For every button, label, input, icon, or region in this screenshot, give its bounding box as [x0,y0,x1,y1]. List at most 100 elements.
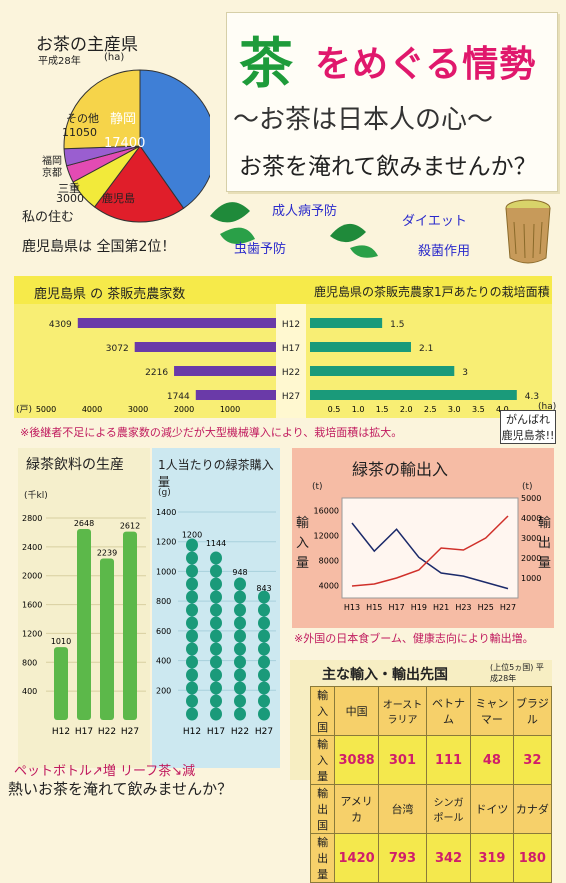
purchase-dot [210,564,222,578]
year-label: H12 [282,320,300,330]
drinks-bar-label: 2239 [97,548,117,557]
year-label: H22 [282,368,300,378]
pie-value-mie: 3000 [56,192,84,205]
farms-bar [134,342,276,352]
trade-year-label: H15 [366,603,382,612]
purchase-dot [186,642,198,656]
purchase-dot [234,694,246,708]
purchase-dot [234,707,246,721]
export-line [351,515,509,587]
pie-section: お茶の主産県 平成28年 (ha) 静岡 17400 鹿児島 三重 3000 京… [14,14,214,264]
farms-axis-tick: 2000 [174,405,194,414]
drinks-bar-label: 2648 [74,519,94,528]
purchase-year-label: H22 [231,727,249,737]
farms-axis-tick: 1000 [220,405,240,414]
pie-slice [63,69,141,150]
purchase-dot [234,681,246,695]
trade-year-label: H23 [455,603,471,612]
pie-value-shizuoka: 17400 [104,136,146,151]
farms-axis-tick: 3000 [128,405,148,414]
purchase-dot [186,577,198,591]
purchase-year-label: H17 [207,727,225,737]
export-label: 輸出量 [309,833,336,883]
area-bar-label: 1.5 [390,320,404,330]
trade-year-label: H27 [500,603,516,612]
bubble-cavity: 虫歯予防 [234,242,287,257]
purchase-dot [210,668,222,682]
purchase-panel: 1人当たりの緑茶購入量 (g) 1400 1200 1000 800 600 400 200… [152,448,280,768]
farms-bar-label: 4309 [49,320,72,330]
purchase-dot [234,590,246,604]
trade-left-tick: 8000 [319,557,339,566]
purchase-dot [210,629,222,643]
drinks-axis-tick: 400 [22,687,37,696]
purchase-year-label: H12 [183,727,201,737]
trade-plot-area [341,497,519,599]
export-head: 輸出国 [309,784,336,834]
pie-slice [139,69,210,209]
area-bar [310,366,455,376]
area-axis-tick: 2.0 [400,405,413,414]
trade-panel: 緑茶の輸出入 (t) (t) 輸入量 輸出量 16000 12000 8000 400… [292,448,554,628]
purchase-dot [186,590,198,604]
drinks-axis-tick: 800 [22,658,37,667]
drinks-axis-tick: 2000 [22,572,42,581]
purchase-value-label: 1144 [206,539,226,548]
purchase-dot [234,642,246,656]
farms-bar [195,390,276,400]
drinks-bar [77,528,91,720]
trade-right-tick: 3000 [521,534,541,543]
export-value: 793 [378,833,427,883]
area-axis-tick: 0.5 [328,405,341,414]
area-bar-label: 4.3 [525,392,539,402]
drinks-bar-label: 2612 [120,522,140,531]
bars-note: ※後継者不足による農家数の減少だが大型機械導入により、栽培面積は拡大。 [20,426,403,439]
leaves-decoration [210,202,378,258]
area-bar-label: 3 [462,368,468,378]
trade-year-label: H19 [411,603,427,612]
farms-axis-tick: 5000 [36,405,56,414]
purchase-dot [186,564,198,578]
drinks-bar-label: 1010 [51,637,71,646]
trade-right-tick: 4000 [521,514,541,523]
pie-value-other: 11050 [62,126,97,139]
trade-right-tick: 1000 [521,574,541,583]
drinks-axis-tick: 2800 [22,514,42,523]
purchase-dot [186,668,198,682]
purchase-dot [258,616,270,630]
footer-line1: ペットボトル↗増 リーフ茶↘減 [14,764,196,779]
purchase-dot [210,681,222,695]
farms-bar-label: 2216 [145,368,168,378]
table-title: 主な輸入・輸出先国 [322,667,448,683]
area-axis-tick: 3.0 [448,405,461,414]
trade-year-label: H17 [388,603,404,612]
drinks-year-label: H17 [75,727,93,737]
drinks-year-label: H22 [98,727,116,737]
purchase-dot [186,694,198,708]
footer-line2: 熱いお茶を淹れて飲みませんか？ [8,780,233,798]
export-value: 1420 [334,833,380,883]
purchase-dot [258,694,270,708]
purchase-dot [186,551,198,565]
farms-bar [174,366,276,376]
pie-chart [63,69,210,223]
farms-bar-label: 3072 [106,344,129,354]
purchase-dot [234,577,246,591]
purchase-axis-tick: 600 [156,627,171,636]
purchase-dot [186,603,198,617]
farms-title: 鹿児島県 の 茶販売農家数 [34,287,186,302]
purchase-dot [210,707,222,721]
purchase-dot [186,538,198,552]
export-country: シンガポール [425,784,472,834]
export-value: 342 [425,833,472,883]
farms-unit: (戸) [16,405,33,415]
area-bar [310,390,517,400]
purchase-dot [234,616,246,630]
purchase-dot-chart: 1400 1200 1000 800 600 400 200 1200 H12 1144 H17 94… [156,508,276,737]
area-title: 鹿児島県の茶販売農家1戸あたりの栽培面積 [314,285,550,299]
title-question: お茶を淹れて飲みませんか？ [239,154,537,180]
drinks-unit: (千kl) [24,491,48,501]
purchase-dot [210,590,222,604]
purchase-title: 1人当たりの緑茶購入量 [158,458,274,489]
pie-label-kyoto: 京都 [42,168,62,179]
